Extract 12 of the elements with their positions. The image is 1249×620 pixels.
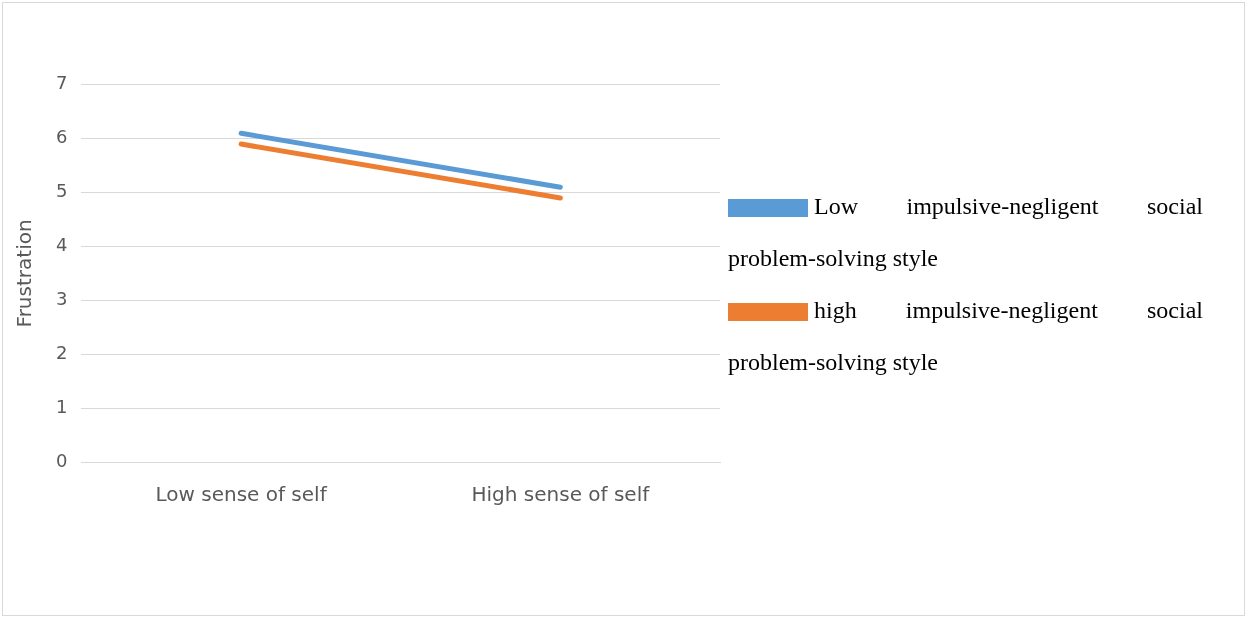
- y-tick-label: 5: [56, 180, 68, 202]
- y-axis-title: Frustration: [12, 219, 37, 328]
- y-tick-label: 6: [56, 126, 68, 148]
- y-tick-label: 0: [56, 449, 68, 471]
- x-tick-label: High sense of self: [471, 482, 651, 507]
- y-tick-label: 4: [56, 234, 68, 256]
- y-tick-label: 1: [56, 395, 68, 417]
- legend-label: high impulsive-negligent social problem-solving style: [728, 296, 1203, 377]
- x-tick-label: Low sense of self: [155, 482, 328, 507]
- y-tick-label: 3: [56, 288, 68, 310]
- y-tick-label: 7: [56, 72, 68, 94]
- y-tick-label: 2: [56, 341, 68, 363]
